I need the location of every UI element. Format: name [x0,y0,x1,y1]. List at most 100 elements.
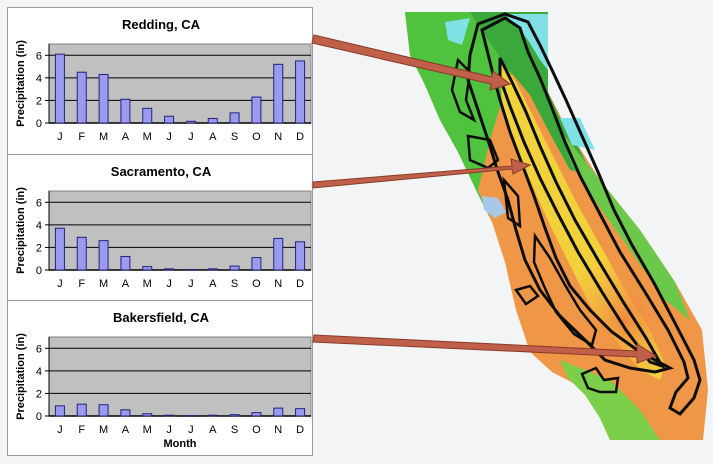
chart-0-bar-10 [273,63,284,124]
chart-1-xtick-label-1: F [78,278,85,290]
chart-2-bar-4 [142,413,153,417]
map-cyan-highlands-region [445,14,595,150]
chart-panel-sacramento: Sacramento, CA 0 2 4 6 J F M A M J J A S O N D Precipitat… [7,154,313,304]
chart-0-ytick-label-0: 0 [36,118,42,130]
bar-chart-redding-ca: Redding, CA 0 2 4 6 J F M A M J J A S O N D Precipitation… [15,17,312,143]
chart-panel-bakersfield: Bakersfield, CA 0 2 4 6 J F M A M J J A S O N D Precipita… [7,300,313,456]
chart-2-xtick-label-11: D [296,424,304,436]
map-region-outline-south-coast [580,366,620,394]
bar-chart-sacramento-ca: Sacramento, CA 0 2 4 6 J F M A M J J A S O N D Precipitat… [15,164,312,290]
map-region-outline-main [466,12,702,416]
chart-0-xtick-label-11: D [296,131,304,143]
chart-1-xtick-label-11: D [296,278,304,290]
chart-0-bar-3 [120,98,131,124]
chart-0-bar-8 [229,112,240,124]
chart-2-xtick-label-2: M [99,424,108,436]
chart-2-ytick-label-2: 2 [36,388,42,400]
chart-1-xtick-label-9: O [252,278,261,290]
chart-2-bar-1 [76,403,87,417]
chart-1-bar-2 [98,240,109,271]
map-region-outline-islet [513,284,540,306]
chart-2-ytick-label-4: 4 [36,366,42,378]
chart-1-bar-4 [142,266,153,271]
chart-1-ytick-label-6: 6 [36,197,42,209]
chart-1-bar-8 [229,265,240,271]
chart-2-xtick-label-1: F [78,424,85,436]
chart-1-bar-6 [185,268,196,271]
chart-0-ytick-label-4: 4 [36,73,42,85]
chart-0-bar-9 [251,96,262,124]
chart-2-xtick-label-3: A [122,424,130,436]
chart-0-bar-6 [185,120,196,124]
chart-0-bar-2 [98,73,109,124]
chart-0-ylabel: Precipitation (in) [15,40,27,127]
chart-2-title: Bakersfield, CA [113,310,210,325]
chart-2-xtick-label-9: O [252,424,261,436]
chart-1-xtick-label-7: A [209,278,217,290]
chart-1-plot-area [48,190,312,271]
chart-0-xtick-label-4: M [143,131,152,143]
chart-0-ytick-label-6: 6 [36,50,42,62]
chart-2-xtick-label-5: J [166,424,172,436]
chart-0-xtick-label-1: F [78,131,85,143]
chart-2-bar-6 [185,415,196,417]
chart-2-xtick-label-6: J [188,424,194,436]
chart-2-ylabel: Precipitation (in) [15,333,27,420]
chart-0-xtick-label-7: A [209,131,217,143]
chart-2-ytick-label-6: 6 [36,343,42,355]
chart-0-bar-4 [142,107,153,124]
chart-2-xtick-label-10: N [274,424,282,436]
chart-1-bar-10 [273,237,284,271]
chart-0-bar-0 [54,53,65,124]
map-southern-valley-glow [560,250,690,390]
chart-2-xtick-label-7: A [209,424,217,436]
chart-2-ytick-label-0: 0 [36,411,42,423]
chart-0-xtick-label-3: A [122,131,130,143]
chart-0-xtick-label-8: S [231,131,238,143]
chart-2-bar-5 [164,414,175,417]
chart-2-xtick-label-0: J [57,424,63,436]
chart-2-bar-9 [251,412,262,417]
chart-1-ytick-label-4: 4 [36,220,42,232]
chart-0-bar-1 [76,71,87,124]
chart-1-bar-5 [164,268,175,271]
chart-1-xtick-label-10: N [274,278,282,290]
chart-2-bar-10 [273,407,284,417]
chart-1-xtick-label-3: A [122,278,130,290]
chart-1-bar-7 [207,268,218,271]
chart-2-plot-area [48,336,312,417]
chart-0-xtick-label-10: N [274,131,282,143]
chart-2-xlabel: Month [164,438,197,450]
chart-1-ytick-label-2: 2 [36,242,42,254]
chart-0-xtick-label-5: J [166,131,172,143]
chart-2-bar-8 [229,414,240,417]
chart-1-title: Sacramento, CA [111,164,212,179]
chart-0-xtick-label-9: O [252,131,261,143]
chart-1-bar-9 [251,257,262,271]
chart-1-xtick-label-4: M [143,278,152,290]
chart-0-xtick-label-6: J [188,131,194,143]
map-sierra-green-region [560,130,690,320]
chart-2-bar-11 [295,408,306,417]
chart-2-xtick-label-4: M [143,424,152,436]
chart-2-bar-0 [54,405,65,417]
chart-1-bar-3 [120,255,131,271]
chart-0-xtick-label-0: J [57,131,63,143]
chart-0-xtick-label-2: M [99,131,108,143]
chart-1-bar-11 [295,241,306,271]
chart-0-bar-7 [207,117,218,124]
chart-2-bar-7 [207,414,218,417]
chart-1-xtick-label-6: J [188,278,194,290]
chart-1-xtick-label-5: J [166,278,172,290]
bar-chart-bakersfield-ca: Bakersfield, CA 0 2 4 6 J F M A M J J A S O N D Precipita… [15,310,312,450]
chart-2-bar-3 [120,409,131,417]
chart-0-bar-5 [164,115,175,124]
chart-2-bar-2 [98,404,109,417]
map-region-outline-inner [498,57,666,369]
chart-0-ytick-label-2: 2 [36,95,42,107]
chart-1-bar-1 [76,236,87,271]
chart-2-xtick-label-8: S [231,424,238,436]
chart-1-bar-0 [54,227,65,271]
